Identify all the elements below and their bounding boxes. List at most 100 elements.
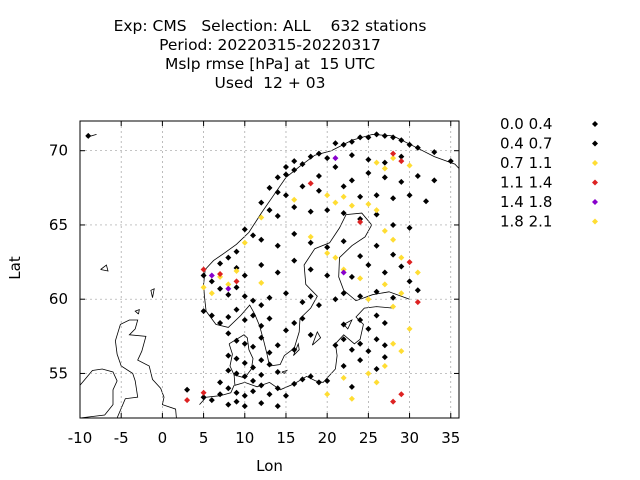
station-point-1	[282, 327, 289, 334]
station-point-1	[324, 207, 331, 214]
title-line-1: Exp: CMS Selection: ALL 632 stations	[113, 17, 427, 35]
x-tick-label: 0	[158, 429, 168, 447]
station-point-1	[258, 334, 265, 341]
station-point-2	[373, 207, 380, 214]
station-point-1	[233, 398, 240, 405]
station-point-1	[299, 161, 306, 168]
station-point-1	[258, 357, 265, 364]
coastline-5	[114, 319, 177, 419]
x-tick-label: 35	[441, 429, 460, 447]
station-point-1	[357, 293, 364, 300]
station-point-1	[291, 319, 298, 326]
station-point-2	[373, 379, 380, 386]
station-point-1	[373, 312, 380, 319]
station-point-1	[200, 308, 207, 315]
y-tick-label: 65	[49, 216, 68, 234]
station-point-2	[348, 202, 355, 209]
station-point-1	[431, 149, 438, 156]
station-point-1	[324, 272, 331, 279]
station-point-1	[233, 248, 240, 255]
station-point-1	[266, 207, 273, 214]
station-point-2	[324, 250, 331, 257]
station-point-1	[274, 403, 281, 410]
station-point-4	[208, 272, 215, 279]
station-point-2	[208, 290, 215, 297]
station-point-1	[233, 389, 240, 396]
station-point-1	[315, 150, 322, 157]
station-point-1	[390, 294, 397, 301]
station-point-1	[373, 131, 380, 138]
station-point-1	[365, 169, 372, 176]
station-point-1	[291, 204, 298, 211]
station-point-1	[381, 159, 388, 166]
station-point-1	[217, 260, 224, 267]
station-point-5	[365, 201, 372, 208]
station-point-1	[315, 187, 322, 194]
station-point-1	[274, 174, 281, 181]
station-point-1	[365, 134, 372, 141]
station-point-1	[332, 164, 339, 171]
station-point-1	[225, 367, 232, 374]
station-point-3	[406, 259, 413, 266]
station-point-1	[340, 238, 347, 245]
station-point-1	[241, 403, 248, 410]
station-point-1	[274, 242, 281, 249]
station-point-1	[348, 273, 355, 280]
station-point-3	[200, 266, 207, 273]
station-point-1	[282, 164, 289, 171]
station-point-1	[340, 321, 347, 328]
station-point-2	[381, 165, 388, 172]
station-point-1	[414, 287, 421, 294]
station-point-1	[282, 171, 289, 178]
station-point-1	[381, 174, 388, 181]
station-point-1	[217, 391, 224, 398]
station-point-3	[414, 299, 421, 306]
title-line-3: Mslp rmse [hPa] at 15 UTC	[164, 55, 376, 73]
legend-label: 1.8 2.1	[500, 213, 552, 231]
station-point-1	[258, 199, 265, 206]
station-point-1	[291, 380, 298, 387]
station-point-1	[250, 388, 257, 395]
x-tick-label: 20	[318, 429, 337, 447]
station-point-1	[357, 253, 364, 260]
station-point-2	[373, 159, 380, 166]
station-point-1	[217, 285, 224, 292]
station-point-1	[315, 302, 322, 309]
station-point-1	[357, 357, 364, 364]
chart-title: Exp: CMS Selection: ALL 632 stations Per…	[60, 17, 480, 93]
station-point-1	[266, 391, 273, 398]
station-point-1	[258, 302, 265, 309]
station-point-1	[217, 319, 224, 326]
legend-marker	[592, 218, 598, 225]
grid	[80, 121, 459, 418]
station-point-1	[340, 141, 347, 148]
station-point-1	[200, 272, 207, 279]
station-point-1	[184, 386, 191, 393]
station-point-1	[225, 401, 232, 408]
station-point-1	[266, 361, 273, 368]
station-point-1	[282, 192, 289, 199]
station-point-1	[398, 263, 405, 270]
station-point-1	[241, 373, 248, 380]
station-point-1	[398, 137, 405, 144]
station-point-2	[332, 254, 339, 261]
station-point-1	[274, 189, 281, 196]
station-point-1	[208, 278, 215, 285]
station-point-1	[266, 349, 273, 356]
station-point-1	[332, 342, 339, 349]
station-point-1	[307, 373, 314, 380]
station-point-3	[357, 218, 364, 225]
station-point-1	[241, 316, 248, 323]
legend-marker	[592, 179, 598, 186]
station-point-1	[307, 239, 314, 246]
station-point-1	[324, 244, 331, 251]
station-point-1	[233, 370, 240, 377]
station-point-1	[282, 290, 289, 297]
station-point-2	[390, 303, 397, 310]
station-point-1	[365, 348, 372, 355]
legend-label: 1.4 1.8	[500, 193, 552, 211]
station-point-1	[414, 172, 421, 179]
station-point-2	[258, 214, 265, 221]
station-point-1	[258, 371, 265, 378]
station-point-1	[381, 132, 388, 139]
